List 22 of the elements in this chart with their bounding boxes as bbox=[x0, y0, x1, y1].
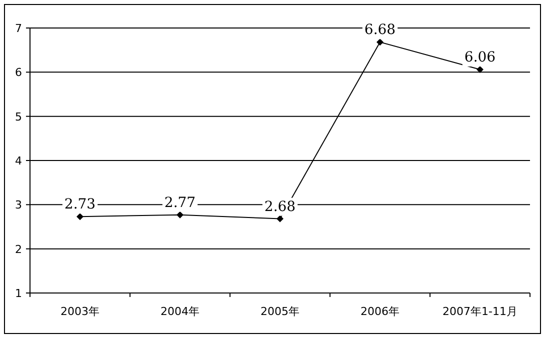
data-label: 2.77 bbox=[164, 194, 196, 211]
x-tick-label: 2006年 bbox=[360, 305, 400, 318]
y-tick-label: 2 bbox=[15, 242, 22, 256]
data-label: 6.06 bbox=[464, 50, 496, 66]
data-label: 2.68 bbox=[264, 198, 296, 215]
y-tick-label: 1 bbox=[15, 287, 22, 300]
point bbox=[376, 38, 384, 46]
y-tick-label: 6 bbox=[15, 66, 22, 80]
data-label: 2.73 bbox=[64, 196, 96, 213]
point bbox=[476, 66, 484, 74]
point bbox=[176, 211, 184, 218]
point bbox=[276, 215, 284, 222]
y-tick-label: 5 bbox=[15, 110, 22, 124]
y-tick-label: 4 bbox=[15, 154, 22, 168]
x-tick-label: 2004年 bbox=[160, 305, 200, 318]
x-tick-label: 2005年 bbox=[260, 305, 300, 318]
point bbox=[76, 213, 84, 220]
y-tick-label: 7 bbox=[15, 22, 22, 35]
x-tick-label: 2007年1-11月 bbox=[442, 305, 518, 318]
y-tick-label: 3 bbox=[15, 198, 22, 212]
x-tick-label: 2003年 bbox=[60, 305, 100, 318]
data-label: 6.68 bbox=[364, 22, 396, 38]
